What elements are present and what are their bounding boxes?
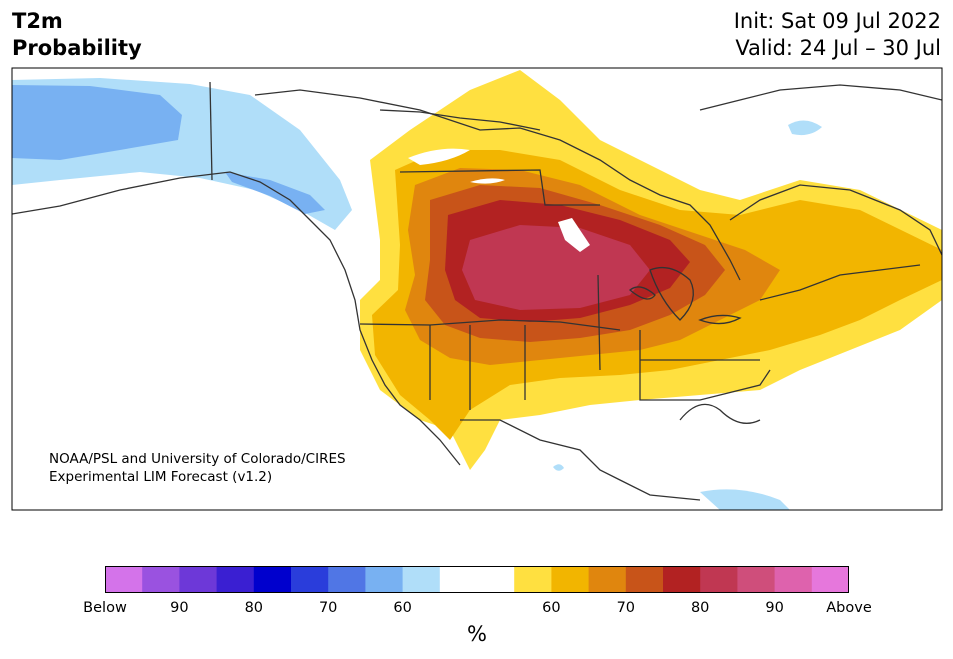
- colorbar-segment: [142, 566, 180, 593]
- colorbar: [105, 566, 849, 593]
- colorbar-tick-label: 70: [318, 600, 338, 616]
- colorbar-segment: [439, 566, 478, 593]
- colorbar-tick-label: 80: [244, 600, 264, 616]
- coastlines: [12, 81, 942, 501]
- colorbar-tick-label: 70: [616, 600, 636, 616]
- no-signal-patch: [408, 148, 470, 165]
- colorbar-segment: [774, 566, 813, 593]
- colorbar-segment: [625, 566, 664, 593]
- below-60-region-gulf: [553, 464, 564, 471]
- below-60-region-caribbean: [700, 489, 790, 510]
- no-signal-patch: [470, 178, 505, 184]
- forecast-dates: Init: Sat 09 Jul 2022 Valid: 24 Jul – 30…: [734, 8, 941, 62]
- colorbar-segment: [551, 566, 590, 593]
- colorbar-tick-label: Below: [83, 600, 127, 616]
- map-title: T2m Probability: [12, 8, 142, 62]
- below-70-region: [12, 85, 182, 160]
- valid-date: Valid: 24 Jul – 30 Jul: [735, 36, 941, 60]
- colorbar-segment: [737, 566, 776, 593]
- colorbar-border: [105, 566, 849, 593]
- colorbar-segment: [216, 566, 255, 593]
- colorbar-tick-label: 80: [690, 600, 710, 616]
- below-70-region-south: [225, 172, 325, 214]
- colorbar-segment: [811, 566, 849, 593]
- colorbar-tick-label: Above: [826, 600, 872, 616]
- colorbar-segment: [328, 566, 366, 593]
- colorbar-segment: [663, 566, 701, 593]
- no-signal-patch: [558, 218, 590, 252]
- below-60-region-quebec: [788, 120, 822, 136]
- colorbar-tick-label: 60: [542, 600, 561, 616]
- colorbar-tick-label: 90: [765, 600, 784, 616]
- colorbar-segment: [179, 566, 218, 593]
- above-region-peak: [462, 225, 650, 310]
- colorbar-tick-label: 60: [393, 600, 412, 616]
- colorbar-segment: [700, 566, 738, 593]
- colorbar-segment: [105, 566, 143, 593]
- colorbar-segment: [588, 566, 627, 593]
- colorbar-segment: [402, 566, 441, 593]
- colorbar-unit: %: [467, 622, 487, 646]
- map-frame: [11, 67, 943, 511]
- credit-line-1: NOAA/PSL and University of Colorado/CIRE…: [49, 451, 346, 467]
- init-date: Init: Sat 09 Jul 2022: [733, 9, 941, 33]
- colorbar-segment: [365, 566, 404, 593]
- title-quantity: Probability: [12, 36, 142, 60]
- colorbar-segment: [514, 566, 552, 593]
- credit-text: NOAA/PSL and University of Colorado/CIRE…: [49, 450, 346, 486]
- colorbar-tick-label: 90: [170, 600, 189, 616]
- credit-line-2: Experimental LIM Forecast (v1.2): [49, 469, 273, 485]
- title-variable: T2m: [12, 9, 63, 33]
- colorbar-segment: [477, 566, 515, 593]
- colorbar-segment: [253, 566, 292, 593]
- colorbar-segment: [291, 566, 329, 593]
